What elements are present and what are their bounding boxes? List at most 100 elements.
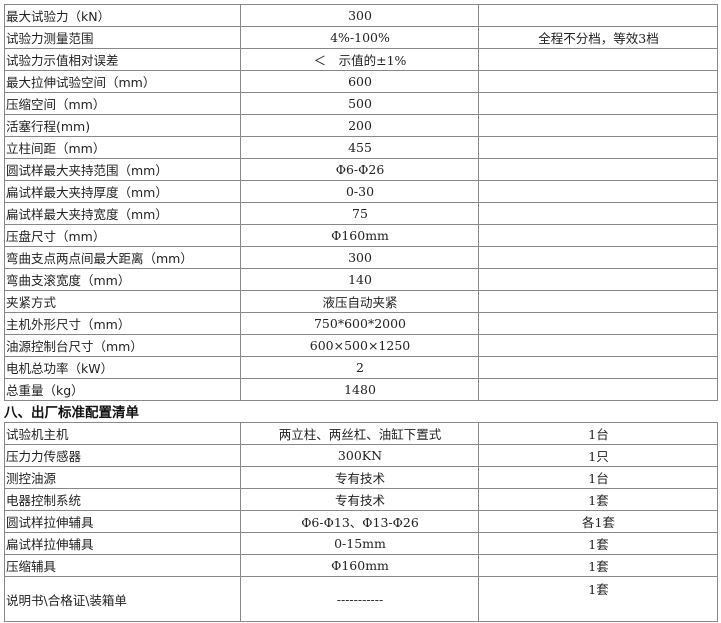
item-quantity: 1套 bbox=[478, 532, 718, 555]
spec-value: 300 bbox=[240, 246, 479, 269]
item-name: 测控油源 bbox=[4, 466, 241, 489]
table-row: 说明书\合格证\装箱单 ----------- 1套 bbox=[4, 576, 718, 622]
spec-value: 140 bbox=[240, 268, 479, 291]
spec-name: 扁试样最大夹持宽度（mm） bbox=[4, 202, 241, 225]
table-row: 立柱间距（mm） 455 bbox=[4, 136, 718, 159]
table-row: 压力力传感器 300KN 1只 bbox=[4, 444, 718, 467]
table-row: 电器控制系统 专有技术 1套 bbox=[4, 488, 718, 511]
table-row: 主机外形尺寸（mm） 750*600*2000 bbox=[4, 312, 718, 335]
item-name: 试验机主机 bbox=[4, 422, 241, 445]
item-spec: 专有技术 bbox=[240, 466, 479, 489]
spec-note: 全程不分档，等效3档 bbox=[478, 26, 718, 49]
spec-value: 600×500×1250 bbox=[240, 334, 479, 357]
item-name: 说明书\合格证\装箱单 bbox=[4, 576, 241, 622]
table-row: 活塞行程(mm) 200 bbox=[4, 114, 718, 137]
spec-note bbox=[478, 312, 718, 335]
item-spec: Φ6-Φ13、Φ13-Φ26 bbox=[240, 510, 479, 533]
spec-value: 液压自动夹紧 bbox=[240, 290, 479, 313]
spec-value: 0-30 bbox=[240, 180, 479, 203]
table-row: 扁试样最大夹持宽度（mm） 75 bbox=[4, 202, 718, 225]
item-quantity: 1台 bbox=[478, 422, 718, 445]
table-row: 压盘尺寸（mm） Φ160mm bbox=[4, 224, 718, 247]
spec-name: 主机外形尺寸（mm） bbox=[4, 312, 241, 335]
spec-note bbox=[478, 114, 718, 137]
item-quantity: 1台 bbox=[478, 466, 718, 489]
spec-note bbox=[478, 92, 718, 115]
config-table: 试验机主机 两立柱、两丝杠、油缸下置式 1台 压力力传感器 300KN 1只 测控油源 专有技… bbox=[4, 422, 718, 622]
spec-value: 455 bbox=[240, 136, 479, 159]
spec-name: 活塞行程(mm) bbox=[4, 114, 241, 137]
spec-value: 500 bbox=[240, 92, 479, 115]
spec-note bbox=[478, 136, 718, 159]
spec-name: 弯曲支点两点间最大距离（mm） bbox=[4, 246, 241, 269]
table-row: 压缩空间（mm） 500 bbox=[4, 92, 718, 115]
item-name: 扁试样拉伸辅具 bbox=[4, 532, 241, 555]
spec-value: 75 bbox=[240, 202, 479, 225]
spec-name: 弯曲支滚宽度（mm） bbox=[4, 268, 241, 291]
item-spec: 0-15mm bbox=[240, 532, 479, 555]
spec-note bbox=[478, 356, 718, 379]
spec-value: ＜ 示值的±1% bbox=[240, 48, 479, 71]
spec-note bbox=[478, 290, 718, 313]
spec-value: 300 bbox=[240, 4, 479, 27]
item-name: 压缩辅具 bbox=[4, 554, 241, 577]
spec-value: 1480 bbox=[240, 378, 479, 401]
table-row: 扁试样最大夹持厚度（mm） 0-30 bbox=[4, 180, 718, 203]
spec-value: 2 bbox=[240, 356, 479, 379]
spec-name: 试验力示值相对误差 bbox=[4, 48, 241, 71]
spec-note bbox=[478, 4, 718, 27]
table-row: 电机总功率（kW） 2 bbox=[4, 356, 718, 379]
table-row: 总重量（kg） 1480 bbox=[4, 378, 718, 401]
spec-name: 立柱间距（mm） bbox=[4, 136, 241, 159]
spec-note bbox=[478, 224, 718, 247]
item-name: 压力力传感器 bbox=[4, 444, 241, 467]
spec-name: 电机总功率（kW） bbox=[4, 356, 241, 379]
table-row: 压缩辅具 Φ160mm 1套 bbox=[4, 554, 718, 577]
table-row: 弯曲支滚宽度（mm） 140 bbox=[4, 268, 718, 291]
item-quantity: 1套 bbox=[478, 554, 718, 577]
table-row: 试验力测量范围 4%-100% 全程不分档，等效3档 bbox=[4, 26, 718, 49]
item-spec: 专有技术 bbox=[240, 488, 479, 511]
spec-note bbox=[478, 334, 718, 357]
spec-name: 最大拉伸试验空间（mm） bbox=[4, 70, 241, 93]
spec-name: 试验力测量范围 bbox=[4, 26, 241, 49]
table-row: 最大拉伸试验空间（mm） 600 bbox=[4, 70, 718, 93]
spec-name: 压缩空间（mm） bbox=[4, 92, 241, 115]
item-name: 圆试样拉伸辅具 bbox=[4, 510, 241, 533]
item-spec: ----------- bbox=[240, 576, 479, 622]
specs-table: 最大试验力（kN） 300 试验力测量范围 4%-100% 全程不分档，等效3档 试验力示… bbox=[4, 4, 718, 401]
spec-name: 总重量（kg） bbox=[4, 378, 241, 401]
spec-value: Φ6-Φ26 bbox=[240, 158, 479, 181]
table-row: 圆试样最大夹持范围（mm） Φ6-Φ26 bbox=[4, 158, 718, 181]
spec-name: 圆试样最大夹持范围（mm） bbox=[4, 158, 241, 181]
item-quantity: 1套 bbox=[478, 488, 718, 511]
item-quantity: 各1套 bbox=[478, 510, 718, 533]
spec-note bbox=[478, 48, 718, 71]
table-row: 测控油源 专有技术 1台 bbox=[4, 466, 718, 489]
table-row: 夹紧方式 液压自动夹紧 bbox=[4, 290, 718, 313]
table-row: 圆试样拉伸辅具 Φ6-Φ13、Φ13-Φ26 各1套 bbox=[4, 510, 718, 533]
item-quantity: 1只 bbox=[478, 444, 718, 467]
table-row: 弯曲支点两点间最大距离（mm） 300 bbox=[4, 246, 718, 269]
item-name: 电器控制系统 bbox=[4, 488, 241, 511]
spec-note bbox=[478, 378, 718, 401]
spec-name: 夹紧方式 bbox=[4, 290, 241, 313]
item-quantity: 1套 bbox=[478, 576, 718, 622]
table-row: 油源控制台尺寸（mm） 600×500×1250 bbox=[4, 334, 718, 357]
spec-name: 扁试样最大夹持厚度（mm） bbox=[4, 180, 241, 203]
spec-value: 750*600*2000 bbox=[240, 312, 479, 335]
spec-value: Φ160mm bbox=[240, 224, 479, 247]
table-row: 扁试样拉伸辅具 0-15mm 1套 bbox=[4, 532, 718, 555]
spec-name: 最大试验力（kN） bbox=[4, 4, 241, 27]
table-row: 试验力示值相对误差＜ 示值的±1% bbox=[4, 48, 718, 71]
spec-name: 压盘尺寸（mm） bbox=[4, 224, 241, 247]
spec-name: 油源控制台尺寸（mm） bbox=[4, 334, 241, 357]
table-row: 最大试验力（kN） 300 bbox=[4, 4, 718, 27]
table-row: 试验机主机 两立柱、两丝杠、油缸下置式 1台 bbox=[4, 422, 718, 445]
spec-note bbox=[478, 246, 718, 269]
spec-note bbox=[478, 268, 718, 291]
spec-note bbox=[478, 70, 718, 93]
spec-value: 4%-100% bbox=[240, 26, 479, 49]
item-spec: 两立柱、两丝杠、油缸下置式 bbox=[240, 422, 479, 445]
spec-note bbox=[478, 158, 718, 181]
